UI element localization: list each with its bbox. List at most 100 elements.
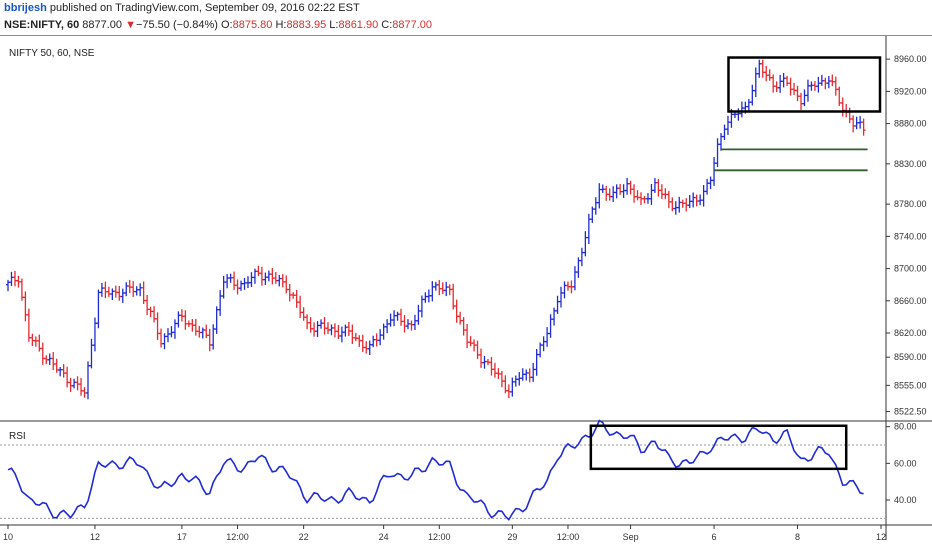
ohlc-bar [805, 79, 810, 102]
ohlc-bar [583, 231, 588, 257]
ohlc-bar [767, 69, 772, 81]
ohlc-bar [378, 329, 383, 346]
ohlc-bar [9, 271, 14, 286]
ohlc-bar [632, 184, 637, 203]
ohlc-bar [472, 339, 477, 352]
ohlc-bar [559, 286, 564, 308]
ohlc-bar [830, 74, 835, 87]
ohlc-bar [799, 92, 804, 110]
ohlc-bar [183, 310, 188, 330]
ohlc-bar [572, 266, 577, 291]
ohlc-bar [802, 89, 807, 107]
ohlc-bar [764, 66, 769, 82]
ohlc-bar [433, 281, 438, 291]
ohlc-bar [618, 183, 623, 195]
ohlc-bar [538, 342, 543, 358]
ohlc-bar [110, 288, 115, 301]
ohlc-bar [221, 275, 226, 299]
ohlc-bar [6, 279, 10, 292]
ohlc-bar [197, 325, 202, 338]
ohlc-bar [172, 319, 177, 339]
ohlc-bar [861, 118, 866, 136]
consolidation-box [727, 56, 882, 113]
ohlc-bar [127, 279, 132, 294]
open-value: 8875.80 [232, 19, 273, 31]
ohlc-bar [541, 336, 546, 352]
ohlc-bar [739, 101, 744, 118]
ohlc-bar [524, 369, 529, 381]
ohlc-bar [621, 184, 626, 199]
ohlc-bar [357, 335, 362, 347]
ohlc-bar [454, 299, 459, 323]
ohlc-bar [165, 328, 170, 343]
ohlc-bar [266, 270, 271, 282]
ohlc-bar [503, 375, 508, 394]
ohlc-bar [30, 333, 35, 347]
ohlc-bar [360, 334, 365, 353]
ohlc-bar [736, 108, 741, 121]
ohlc-bar [419, 295, 424, 318]
ohlc-bar [350, 324, 355, 344]
ohlc-bar [228, 273, 233, 283]
ohlc-bar [371, 335, 376, 348]
ohlc-bar [499, 370, 504, 388]
ohlc-bar [120, 288, 125, 303]
ohlc-bar [656, 179, 661, 197]
high-label: H: [275, 19, 287, 31]
ohlc-bar [214, 306, 219, 334]
time-tick-label: 22 [299, 532, 309, 542]
ohlc-bar [19, 278, 24, 301]
ohlc-bar [423, 292, 428, 303]
ohlc-bar [437, 279, 442, 296]
ohlc-bar [148, 306, 153, 318]
ohlc-bar [663, 188, 668, 200]
price-tick-label: 8660.00 [894, 296, 927, 306]
ohlc-bar [565, 281, 570, 291]
ohlc-bar [259, 266, 264, 286]
ohlc-bar [37, 334, 42, 352]
ohlc-bar [534, 349, 539, 376]
ohlc-bar [16, 275, 21, 288]
ohlc-bar [23, 291, 28, 322]
ohlc-bar [757, 59, 762, 78]
ohlc-bar [193, 318, 198, 336]
ohlc-bar [106, 286, 111, 297]
ohlc-bar [72, 378, 77, 389]
ohlc-bar [284, 275, 289, 294]
ohlc-bar [204, 324, 209, 339]
ohlc-bar [607, 188, 612, 201]
time-axis: 10 12 17 12:00 22 24 12:00 29 12:00 Sep 6 8 12 [3, 525, 886, 542]
ohlc-bar [82, 387, 87, 398]
price-change: −75.50 (−0.84%) [135, 19, 218, 31]
ohlc-bar [385, 319, 390, 334]
ohlc-bar [145, 294, 150, 316]
ohlc-bar [694, 194, 699, 207]
ohlc-bar [312, 322, 317, 337]
ohlc-bar [176, 311, 181, 328]
author-link[interactable]: bbrijesh [4, 2, 47, 14]
ohlc-bar [298, 295, 303, 319]
ohlc-bar [708, 176, 713, 190]
price-tick-label: 8590.00 [894, 352, 927, 362]
ohlc-bar [200, 327, 205, 339]
symbol-info: NSE:NIFTY, 60 8877.00 ▼−75.50 (−0.84%) O… [4, 19, 432, 31]
ohlc-bar [725, 115, 730, 135]
ohlc-bar [412, 314, 417, 330]
price-tick-label: 8780.00 [894, 199, 927, 209]
ohlc-bar [277, 274, 282, 287]
ohlc-bar [795, 85, 800, 102]
rsi-tick-label: 40.00 [894, 495, 917, 505]
price-tick-label: 8555.00 [894, 380, 927, 390]
time-tick-label: 17 [177, 532, 187, 542]
ohlc-bar [858, 116, 863, 129]
ohlc-bar [159, 328, 164, 348]
ohlc-bar [715, 138, 720, 168]
ohlc-bar [68, 377, 73, 393]
ohlc-bar [479, 348, 484, 368]
ohlc-bar [649, 183, 654, 205]
ohlc-bar [79, 377, 84, 396]
rsi-annotations [589, 424, 848, 471]
ohlc-bar [778, 74, 783, 93]
ohlc-bar [645, 193, 650, 204]
